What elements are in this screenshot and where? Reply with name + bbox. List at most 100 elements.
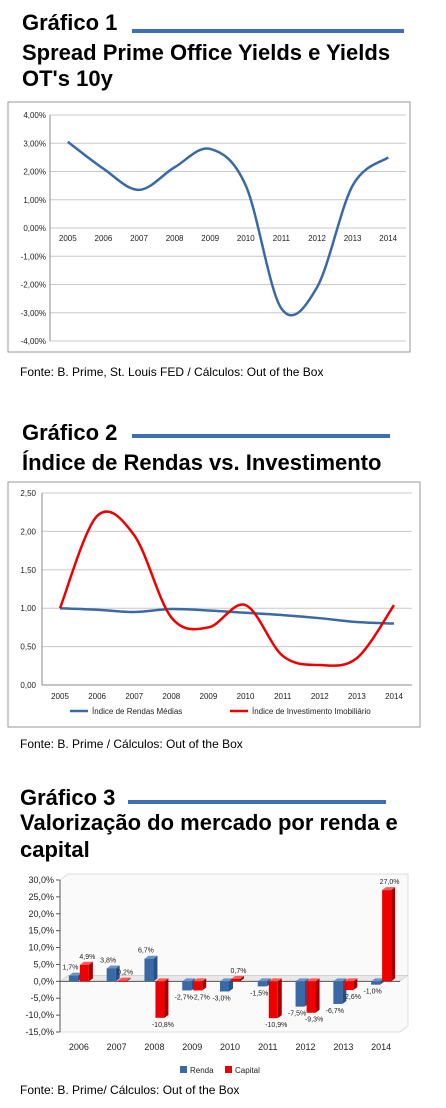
chart1-xtick-label: 2007 (130, 234, 148, 243)
chart3-bar-renda (333, 981, 343, 1004)
chart3-bar-side (240, 975, 244, 982)
chart1-heading-rule (132, 29, 404, 33)
chart3-xtick-label: 2006 (69, 1042, 89, 1052)
chart3-xtick-label: 2011 (258, 1042, 277, 1052)
chart1-ytick-label: 2,00% (23, 168, 46, 177)
chart3-ytick-label: 10,0% (28, 943, 54, 953)
chart3-ytick-label: -15,0% (25, 1027, 54, 1037)
chart3-bar-top (371, 978, 385, 982)
chart3-bar-side (115, 965, 120, 982)
chart2-ytick-label: 2,50 (20, 489, 36, 498)
chart3-data-label: -10,8% (152, 1022, 174, 1029)
chart3-title-line-2: capital (20, 837, 90, 862)
chart3-ytick-label: 0,0% (33, 976, 54, 986)
chart3-bar-top (295, 978, 309, 982)
chart3-title-line-1: Valorização do mercado por renda e (20, 810, 398, 835)
chart1-heading: Gráfico 1 (22, 10, 118, 35)
chart3-bar-capital (79, 964, 89, 982)
chart3-bar-top (79, 961, 93, 965)
chart1-ytick-label: 4,00% (23, 111, 46, 120)
chart1-xtick-label: 2014 (379, 234, 397, 243)
chart3-section: Gráfico 3 Valorização do mercado por ren… (0, 780, 446, 1108)
chart3-bar-side (391, 887, 396, 982)
chart1-xtick-label: 2005 (59, 234, 77, 243)
chart3-bar-side (229, 978, 233, 992)
chart1-xtick-label: 2012 (308, 234, 326, 243)
chart3-bar-capital (382, 890, 392, 982)
chart2-title-line-1: Índice de Rendas vs. Investimento (22, 450, 382, 475)
chart3-bar-renda (220, 981, 229, 992)
chart3-data-label: -3,0% (212, 995, 230, 1002)
chart2-ytick-label: 1,00 (20, 604, 36, 613)
chart3-data-label: 4,9% (79, 954, 95, 961)
chart3-data-label: -10,9% (265, 1022, 287, 1029)
chart3-ytick-label: -5,0% (30, 993, 54, 1003)
chart3-legend-label: Capital (235, 1066, 260, 1075)
chart3-xtick-label: 2014 (371, 1042, 391, 1052)
chart1-xtick-label: 2008 (166, 234, 184, 243)
chart2-ytick-label: 1,50 (20, 566, 36, 575)
chart3-data-label: 3,8% (100, 957, 116, 964)
chart2-xtick-label: 2007 (125, 692, 143, 701)
chart3-bar-top (144, 955, 158, 959)
chart3-ytick-label: 25,0% (28, 892, 54, 902)
chart3-data-label: -7,5% (288, 1011, 306, 1018)
chart3-bar-top (193, 978, 207, 982)
chart3-data-label: 0,2% (117, 970, 133, 977)
chart3-bar-top (344, 978, 358, 982)
chart3-ytick-label: 30,0% (28, 875, 54, 885)
chart2-legend-label: Índice de Investimento Imobiliário (252, 707, 371, 716)
chart3-bar-top (182, 978, 196, 982)
chart3-heading: Gráfico 3 (20, 785, 116, 810)
chart2-section: Gráfico 2 Índice de Rendas vs. Investime… (0, 410, 446, 760)
chart3-heading-rule (128, 800, 386, 804)
chart3-bar-side (202, 978, 207, 991)
chart3-data-label: 0,7% (231, 968, 247, 975)
chart3-bar-side (315, 978, 320, 1013)
chart1-section: Gráfico 1 Spread Prime Office Yields e Y… (0, 0, 446, 390)
chart1-ytick-label: -1,00% (21, 252, 46, 261)
chart3-bar-capital (344, 981, 354, 991)
chart3-bar-renda (144, 958, 154, 982)
chart2-xtick-label: 2006 (88, 692, 106, 701)
chart2-series-line (59, 606, 395, 625)
chart2-xtick-label: 2011 (274, 692, 292, 701)
chart3-bar-top (306, 978, 320, 982)
chart3-data-label: -1,5% (250, 990, 268, 997)
chart2-xtick-label: 2013 (348, 692, 366, 701)
chart1-ytick-label: -2,00% (21, 281, 46, 290)
chart3-source: Fonte: B. Prime/ Cálculos: Out of the Bo… (20, 1083, 240, 1097)
chart1-title-line-2: OT's 10y (22, 66, 113, 91)
chart3-bar-capital (306, 981, 316, 1013)
chart3-legend-swatch (180, 1066, 187, 1073)
chart3-bar-top (155, 978, 169, 982)
chart3-xtick-label: 2012 (296, 1042, 316, 1052)
chart1-xtick-label: 2011 (273, 234, 291, 243)
chart3-bar-side (88, 961, 93, 982)
chart3-bar-top (257, 978, 271, 982)
chart1-ytick-label: 0,00% (23, 224, 46, 233)
chart2-xtick-label: 2012 (311, 692, 329, 701)
chart3-bar-top (220, 978, 233, 982)
chart1-title-line-1: Spread Prime Office Yields e Yields (22, 40, 391, 65)
chart3-data-label: -9,3% (305, 1017, 323, 1024)
chart1-ytick-label: 3,00% (23, 139, 46, 148)
chart3-data-label: -1,0% (363, 989, 381, 996)
chart1-ytick-label: 1,00% (23, 196, 46, 205)
chart3-xtick-label: 2007 (107, 1042, 127, 1052)
chart3-bar-renda (68, 975, 78, 982)
chart3-data-label: 27,0% (380, 879, 400, 886)
chart3-bar-top (117, 977, 131, 981)
chart2-heading: Gráfico 2 (22, 420, 118, 445)
chart3-backwall (59, 873, 409, 1033)
chart3-bar-side (153, 955, 158, 982)
chart3-bar-top (333, 978, 347, 982)
chart3-bar-side (353, 978, 358, 991)
chart1-source: Fonte: B. Prime, St. Louis FED / Cálculo… (20, 365, 324, 379)
chart1-plot: 4,00% 3,00% 2,00% 1,00% 0,00% -1,00% -2,00% -3,… (7, 101, 411, 353)
chart2-xtick-label: 2009 (200, 692, 218, 701)
chart3-legend-label: Renda (190, 1066, 214, 1075)
chart3-legend-swatch (225, 1066, 232, 1073)
chart3-bar-side (126, 977, 131, 982)
chart2-ytick-label: 0,00 (20, 681, 36, 690)
